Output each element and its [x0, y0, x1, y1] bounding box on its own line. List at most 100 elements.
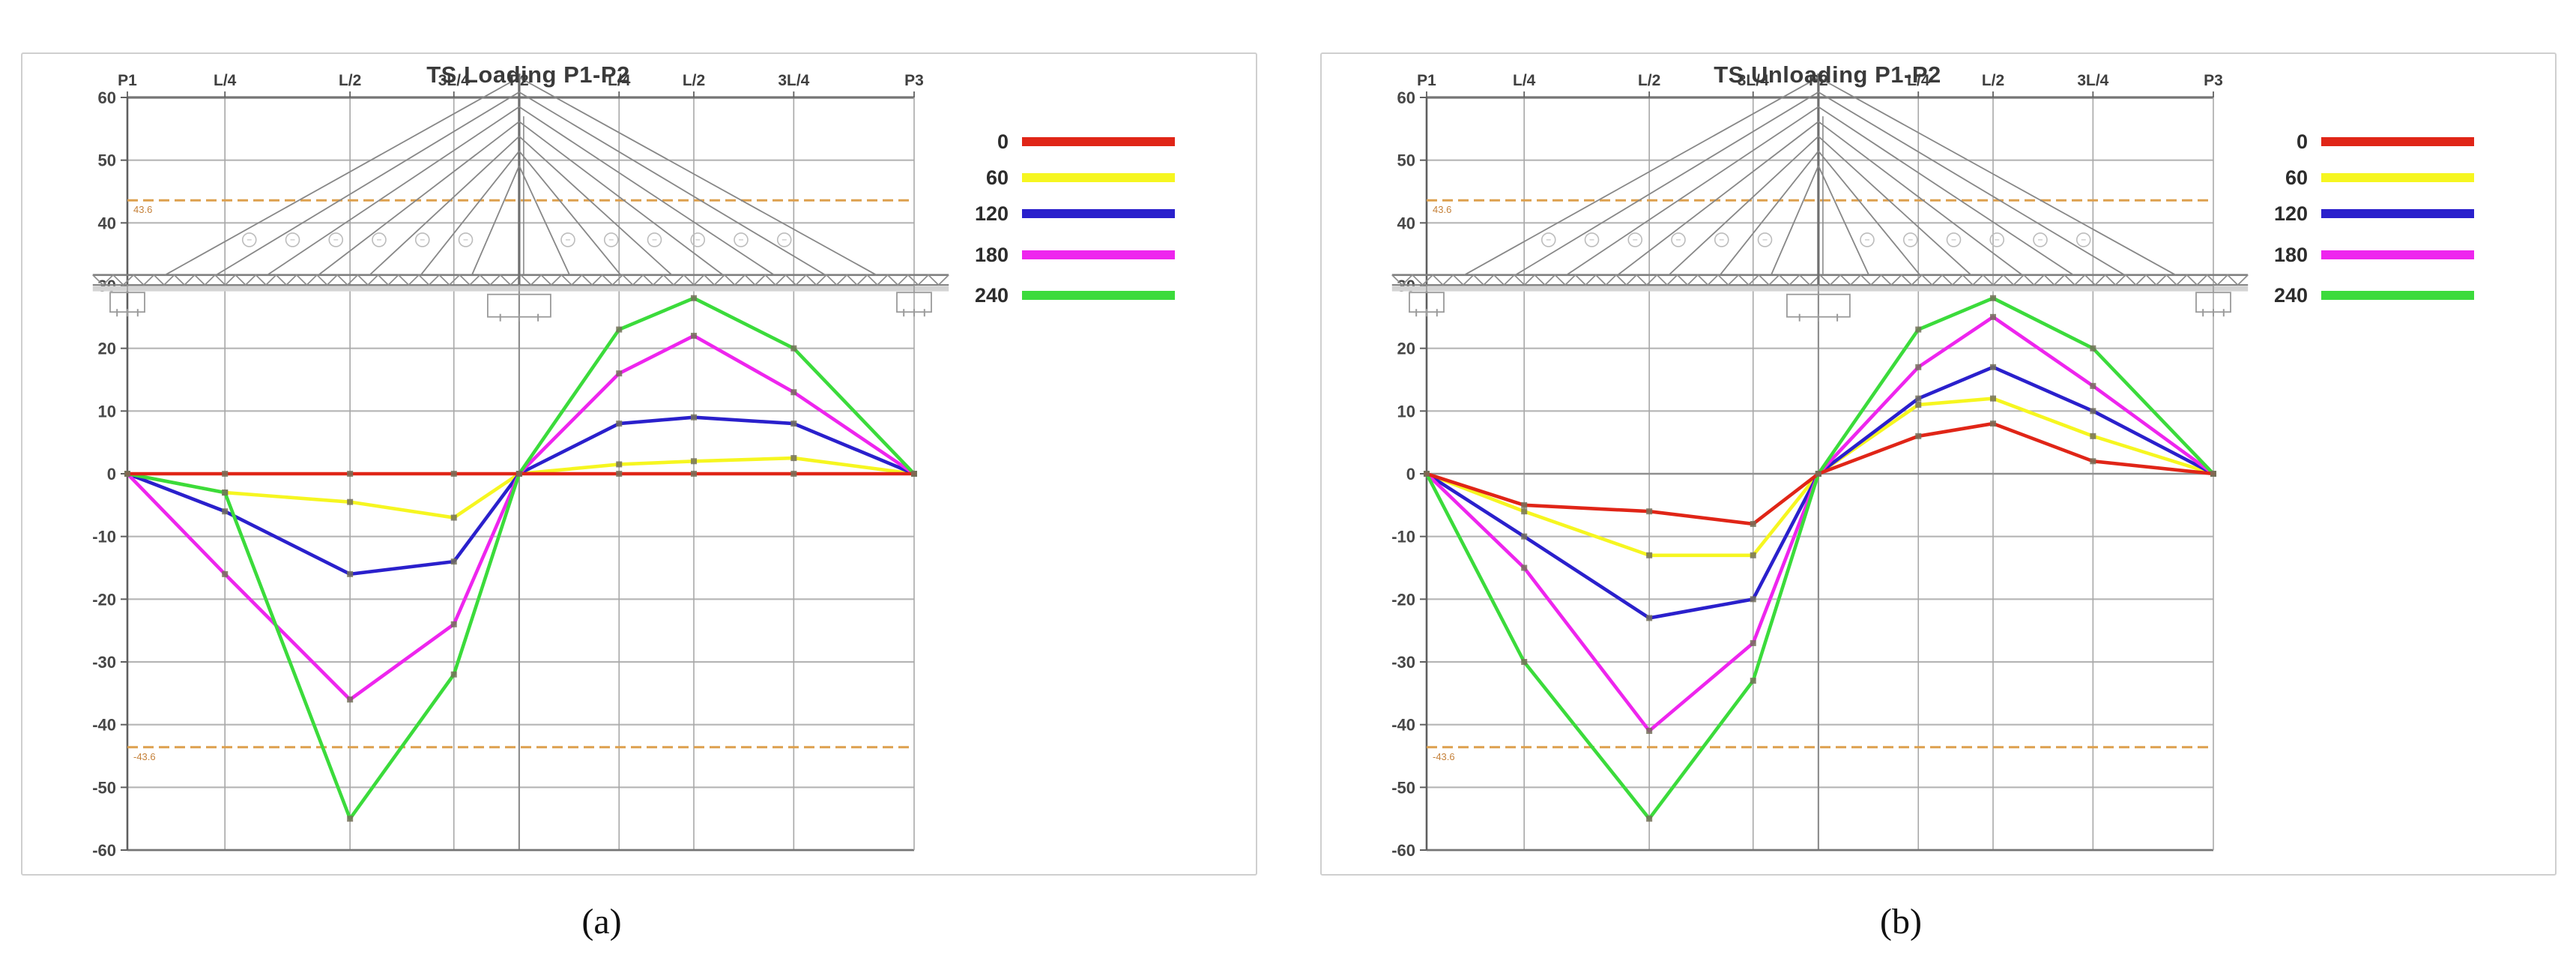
- legend-label-60: 60: [2285, 166, 2308, 189]
- series-marker-60: [450, 514, 457, 521]
- bridge-cable-right: [1818, 91, 2125, 276]
- bridge-cable-left: [216, 91, 520, 276]
- legend-item-240: 240: [2274, 284, 2474, 307]
- cable-annotation-circle: [2033, 232, 2048, 247]
- x-tick-label: L/2: [683, 72, 705, 89]
- y-tick-label: -50: [92, 778, 116, 797]
- series-marker-180: [1750, 639, 1756, 646]
- x-tick-label: L/4: [214, 72, 237, 89]
- cable-annotation-circle: [1989, 232, 2005, 247]
- y-tick-label: -40: [1391, 716, 1415, 735]
- series-marker-180: [1521, 564, 1528, 571]
- legend-item-120: 120: [975, 202, 1175, 225]
- threshold-label: 43.6: [1433, 204, 1451, 215]
- x-tick-label: P1: [1417, 72, 1436, 89]
- x-tick-label: L/4: [1513, 72, 1536, 89]
- legend-item-60: 60: [986, 166, 1175, 189]
- legend-label-180: 180: [975, 244, 1009, 266]
- y-tick-label: 40: [1397, 214, 1415, 232]
- cable-annotation-circle: [285, 232, 300, 247]
- cable-annotation-circle: [1584, 232, 1600, 247]
- bridge-cable-right: [1818, 165, 1869, 276]
- subfigure-caption-b: (b): [1880, 902, 1922, 942]
- bridge-cable-right: [518, 136, 673, 276]
- series-marker-0: [124, 471, 130, 477]
- bridge-cable-right: [518, 76, 877, 276]
- series-marker-240: [1750, 678, 1756, 684]
- y-tick-label: -20: [1391, 590, 1415, 609]
- chart-title-loading: TS Loading P1-P2: [426, 61, 630, 88]
- legend-label-120: 120: [2274, 202, 2308, 225]
- y-tick-label: -10: [92, 528, 116, 546]
- series-marker-120: [616, 421, 623, 427]
- series-marker-0: [515, 471, 522, 477]
- cable-annotation-circle: [1902, 232, 1918, 247]
- bridge-cable-left: [471, 165, 520, 276]
- legend-label-180: 180: [2274, 244, 2308, 266]
- cable-annotation-circle: [1541, 232, 1556, 247]
- bridge-schematic: [1391, 73, 2249, 322]
- cable-annotation-circle: [603, 232, 619, 247]
- series-marker-180: [1915, 364, 1922, 370]
- series-marker-240: [790, 345, 797, 352]
- y-tick-label: -30: [1391, 653, 1415, 672]
- x-tick-label: L/4: [608, 72, 631, 89]
- series-marker-60: [347, 498, 354, 505]
- series-marker-240: [1646, 816, 1653, 822]
- series-marker-0: [347, 471, 354, 477]
- x-tick-label: L/2: [1982, 72, 2004, 89]
- series-marker-0: [2210, 471, 2216, 477]
- cable-annotation-circle: [1946, 232, 1962, 247]
- series-line-180: [1424, 315, 2216, 733]
- y-tick-label: -40: [92, 716, 116, 735]
- series-line-120: [1424, 365, 2216, 620]
- cable-annotation-circle: [690, 232, 706, 247]
- series-line-240: [1424, 296, 2216, 821]
- bridge-truss-zigzag: [92, 274, 949, 286]
- series-marker-180: [691, 332, 697, 339]
- x-tick-label: L/2: [1638, 72, 1660, 89]
- series-marker-0: [1646, 508, 1653, 515]
- bridge-cable-left: [1566, 106, 1819, 276]
- series-marker-0: [2090, 458, 2096, 465]
- series-marker-120: [1990, 364, 1996, 370]
- series-marker-240: [222, 490, 229, 496]
- series-marker-0: [616, 471, 623, 477]
- cable-annotation-circle: [241, 232, 257, 247]
- legend-item-180: 180: [2274, 244, 2474, 266]
- legend-label-120: 120: [975, 202, 1009, 225]
- bridge-cable-right: [518, 121, 724, 276]
- threshold-label: -43.6: [1433, 751, 1455, 762]
- legend-item-0: 0: [2297, 130, 2474, 153]
- series-marker-0: [222, 471, 229, 477]
- series-marker-120: [790, 421, 797, 427]
- y-tick-label: -20: [92, 590, 116, 609]
- series-marker-240: [347, 816, 354, 822]
- y-tick-label: 10: [98, 402, 116, 421]
- cable-annotation-circle: [1671, 232, 1686, 247]
- y-tick-label: 40: [98, 214, 116, 232]
- threshold-label: -43.6: [133, 751, 156, 762]
- series-marker-240: [1915, 326, 1922, 333]
- y-tick-label: 50: [98, 151, 116, 170]
- series-marker-120: [2090, 408, 2096, 415]
- bridge-cable-left: [1617, 121, 1819, 276]
- series-marker-0: [1990, 421, 1996, 427]
- series-marker-240: [450, 671, 457, 678]
- series-marker-60: [1990, 395, 1996, 402]
- y-tick-label: -10: [1391, 528, 1415, 546]
- cable-annotation-circle: [647, 232, 662, 247]
- bridge-cable-left: [1719, 150, 1819, 276]
- bridge-cable-right: [518, 106, 775, 276]
- bridge-cable-right: [1818, 150, 1921, 276]
- series-marker-60: [1646, 552, 1653, 558]
- bridge-cable-left: [1463, 76, 1819, 276]
- cable-annotation-circle: [1627, 232, 1643, 247]
- series-marker-60: [691, 458, 697, 465]
- bridge-cable-right: [1818, 76, 2177, 276]
- series-marker-0: [1424, 471, 1430, 477]
- bridge-cable-right: [1818, 106, 2074, 276]
- legend-label-240: 240: [975, 284, 1009, 307]
- series-marker-120: [1646, 615, 1653, 621]
